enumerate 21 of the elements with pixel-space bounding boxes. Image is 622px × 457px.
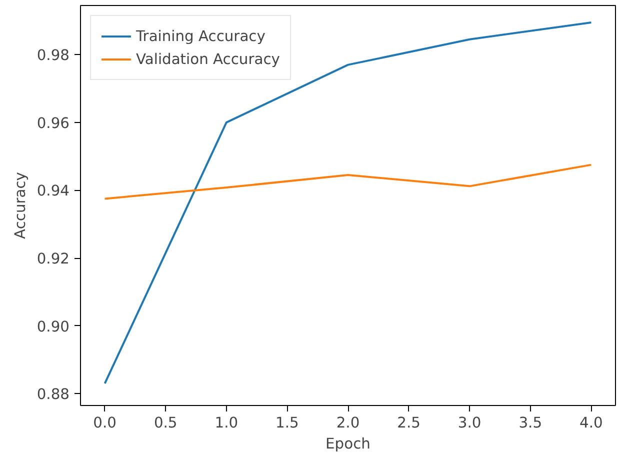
y-tick-label: 0.92 [36, 250, 70, 268]
y-tick-label: 0.90 [36, 318, 70, 336]
x-tick-label: 2.0 [336, 414, 360, 432]
y-tick-label: 0.88 [36, 386, 70, 404]
y-tick-label: 0.96 [36, 114, 70, 132]
line-series [104, 21, 592, 384]
x-tick-label: 1.5 [276, 414, 299, 432]
x-tick-label: 3.0 [458, 414, 482, 432]
y-axis-title: Accuracy [12, 172, 29, 239]
legend-label: Validation Accuracy [136, 50, 280, 68]
x-axis-title: Epoch [326, 436, 370, 452]
y-tick-label: 0.94 [36, 182, 70, 200]
x-tick-label: 3.5 [518, 414, 542, 432]
line-series [104, 164, 592, 200]
legend-label: Training Accuracy [136, 28, 266, 44]
x-tick-label: 0.5 [154, 414, 178, 432]
x-tick-label: 4.0 [580, 414, 603, 432]
y-tick-label: 0.98 [36, 47, 70, 64]
x-tick-label: 0.0 [93, 414, 116, 432]
x-tick-label: 2.5 [397, 414, 420, 432]
x-tick-label: 1.0 [214, 414, 238, 432]
